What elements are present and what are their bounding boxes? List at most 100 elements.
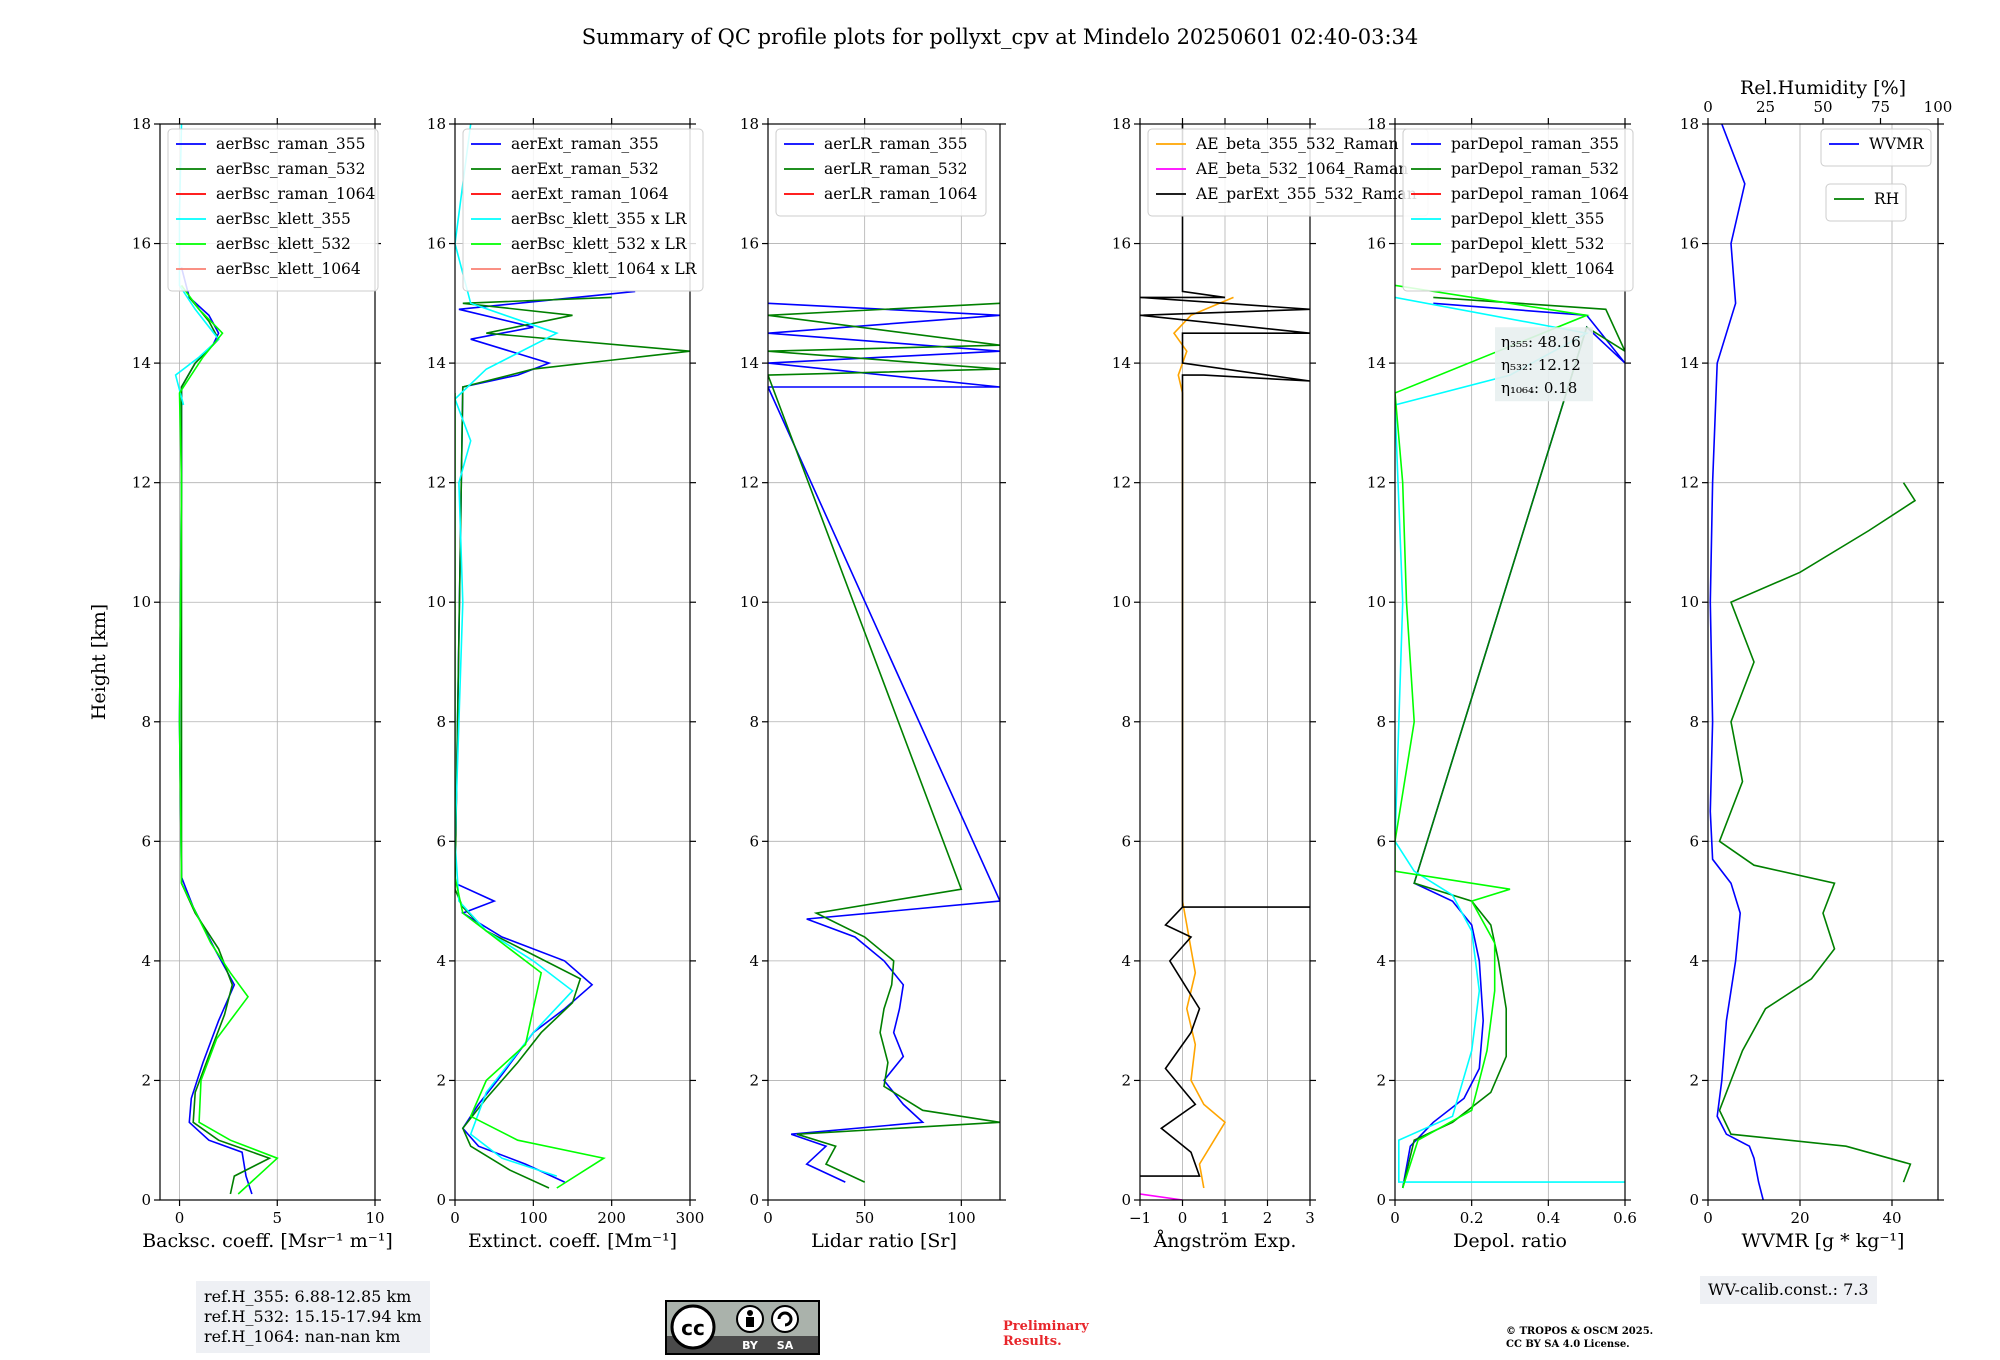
- legend-entry: aerBsc_klett_532 x LR: [511, 235, 688, 253]
- legend-entry: parDepol_raman_1064: [1451, 185, 1629, 203]
- series-line-aerBsc_klett_532 x LR: [455, 393, 606, 1189]
- legend: aerLR_raman_355 aerLR_raman_532 aerLR_rama…: [775, 128, 987, 217]
- legend-entry: aerExt_raman_1064: [511, 185, 669, 203]
- y-tick-label: 6: [1376, 832, 1386, 850]
- copyright-line-2: CC BY SA 4.0 License.: [1506, 1339, 1630, 1350]
- x-tick-label: 0: [1390, 1209, 1400, 1227]
- legend-box: [1402, 128, 1634, 292]
- legend-entry: parDepol_raman_532: [1451, 160, 1619, 178]
- y-tick-label: 8: [1121, 713, 1131, 731]
- y-tick-label: 10: [427, 593, 446, 611]
- x-tick-label: 40: [1882, 1209, 1901, 1227]
- y-tick-label: 14: [740, 354, 759, 372]
- x-tick-label: 0: [1178, 1209, 1188, 1227]
- y-tick-label: 18: [1367, 115, 1386, 133]
- legend-entry: AE_parExt_355_532_Raman: [1195, 185, 1417, 203]
- panel-lidar_ratio: 0 2 4 6 8 10 12 14 16 18 0 50 100 Lidar ratio [Sr] aer…: [740, 115, 1006, 1252]
- axes-frame: [767, 123, 1001, 1201]
- x2-tick-label: 50: [1813, 98, 1832, 116]
- x-tick-label: 0: [763, 1209, 773, 1227]
- y-tick-label: 4: [1376, 952, 1386, 970]
- axes-frame: [1707, 123, 1939, 1201]
- series-line-parDepol_klett_355: [1395, 296, 1625, 1183]
- x2-tick-label: 0: [1703, 98, 1713, 116]
- y-tick-label: 10: [1367, 593, 1386, 611]
- legend-entry: aerBsc_raman_1064: [216, 185, 376, 203]
- eta-1064: η₁₀₆₄: 0.18: [1501, 379, 1577, 397]
- legend-entry: aerBsc_raman_532: [216, 160, 366, 178]
- series-line-aerBsc_klett_532: [178, 284, 279, 1195]
- x2-tick-label: 75: [1871, 98, 1890, 116]
- legend: aerExt_raman_355 aerExt_raman_532 aerExt_r…: [462, 128, 704, 292]
- y-tick-label: 6: [749, 832, 759, 850]
- series-line-AE_beta_532_1064_Raman: [1140, 1193, 1183, 1200]
- series-line-AE_parExt_355_532_Raman: [1140, 124, 1310, 1177]
- legend-entry: aerBsc_klett_1064 x LR: [511, 260, 698, 278]
- legend-entry: AE_beta_355_532_Raman: [1195, 135, 1398, 153]
- ref-height-355: ref.H_355: 6.88-12.85 km: [204, 1287, 412, 1306]
- x-tick-label: 20: [1790, 1209, 1809, 1227]
- x-tick-label: 2: [1263, 1209, 1273, 1227]
- x-axis-label: Extinct. coeff. [Mm⁻¹]: [468, 1230, 677, 1252]
- y-tick-label: 14: [1367, 354, 1386, 372]
- legend-box: [167, 128, 379, 292]
- y-tick-label: 18: [427, 115, 446, 133]
- x-tick-label: 0.2: [1460, 1209, 1484, 1227]
- panel-depol: 0 2 4 6 8 10 12 14 16 18 0 0.2 0.4 0.6 Depol. ratio par…: [1367, 115, 1637, 1252]
- series-line-aerExt_raman_355: [455, 290, 636, 1183]
- x-tick-label: 0: [1703, 1209, 1713, 1227]
- y-tick-label: 0: [1376, 1191, 1386, 1209]
- preliminary-note: Preliminary Results.: [1003, 1319, 1089, 1349]
- preliminary-line-1: Preliminary: [1003, 1319, 1089, 1334]
- y-tick-label: 8: [436, 713, 446, 731]
- panel-backscatter: 0 2 4 6 8 10 12 14 16 18 0 5 10 Backsc. coeff. [Msr⁻¹…: [88, 115, 393, 1252]
- legend: WVMR: [1820, 128, 1932, 167]
- legend-entry: parDepol_klett_355: [1451, 210, 1604, 228]
- legend-entry: aerBsc_klett_355 x LR: [511, 210, 688, 228]
- preliminary-line-2: Results.: [1003, 1334, 1062, 1349]
- legend: parDepol_raman_355 parDepol_raman_532 parD…: [1402, 128, 1634, 292]
- share-alike-icon: [771, 1305, 799, 1333]
- y-tick-label: 12: [740, 474, 759, 492]
- y-tick-label: 10: [132, 593, 151, 611]
- y-tick-label: 10: [740, 593, 759, 611]
- y-tick-label: 4: [436, 952, 446, 970]
- y-tick-label: 6: [141, 832, 151, 850]
- y-tick-label: 10: [1112, 593, 1131, 611]
- x-tick-label: 0: [450, 1209, 460, 1227]
- x2-tick-label: 25: [1756, 98, 1775, 116]
- y-tick-label: 8: [1689, 713, 1699, 731]
- legend-entry: aerExt_raman_355: [511, 135, 659, 153]
- legend-entry: parDepol_klett_1064: [1451, 260, 1614, 278]
- x-axis-label: WVMR [g * kg⁻¹]: [1742, 1230, 1905, 1252]
- y-tick-label: 6: [1121, 832, 1131, 850]
- y-tick-label: 12: [1367, 474, 1386, 492]
- y-tick-label: 16: [1367, 235, 1386, 253]
- series-line-aerExt_raman_532: [455, 296, 690, 1189]
- axes-frame: [1394, 123, 1626, 1201]
- x-tick-label: 10: [365, 1209, 384, 1227]
- legend-box: [1820, 128, 1932, 167]
- y-tick-label: 8: [1376, 713, 1386, 731]
- legend-entry: AE_beta_532_1064_Raman: [1195, 160, 1408, 178]
- legend-entry: aerLR_raman_532: [824, 160, 967, 178]
- series-line-RH: [1718, 482, 1917, 1183]
- x-axis-label: Lidar ratio [Sr]: [811, 1230, 957, 1252]
- eta-355: η₃₅₅: 48.16: [1501, 333, 1581, 351]
- series-line-parDepol_raman_355: [1401, 302, 1625, 1189]
- x-axis-label: Ångström Exp.: [1153, 1230, 1297, 1252]
- x-tick-label: 100: [947, 1209, 976, 1227]
- legend-entry: WVMR: [1869, 135, 1925, 153]
- legend: aerBsc_raman_355 aerBsc_raman_532 aerBsc_r…: [167, 128, 379, 292]
- cc-license-badge: cc BY SA: [665, 1300, 820, 1355]
- y-tick-label: 2: [749, 1071, 759, 1089]
- axes-frame: [454, 123, 691, 1201]
- legend-entry: aerLR_raman_355: [824, 135, 967, 153]
- y-tick-label: 16: [427, 235, 446, 253]
- svg-text:cc: cc: [681, 1316, 705, 1340]
- y-axis-label: Height [km]: [88, 604, 110, 720]
- cc-icon: [670, 1304, 716, 1350]
- y-tick-label: 0: [749, 1191, 759, 1209]
